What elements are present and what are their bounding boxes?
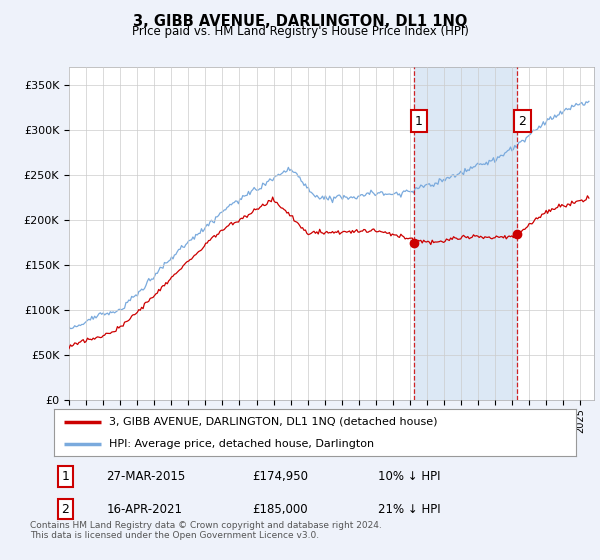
Text: 16-APR-2021: 16-APR-2021: [106, 503, 182, 516]
Text: 27-MAR-2015: 27-MAR-2015: [106, 470, 185, 483]
Bar: [414, 67, 517, 400]
Text: 1: 1: [62, 470, 70, 483]
Text: 3, GIBB AVENUE, DARLINGTON, DL1 1NQ (detached house): 3, GIBB AVENUE, DARLINGTON, DL1 1NQ (det…: [109, 417, 437, 427]
Text: This data is licensed under the Open Government Licence v3.0.: This data is licensed under the Open Gov…: [30, 531, 319, 540]
Text: Price paid vs. HM Land Registry's House Price Index (HPI): Price paid vs. HM Land Registry's House …: [131, 25, 469, 38]
Text: 1: 1: [415, 115, 423, 128]
Text: £174,950: £174,950: [253, 470, 308, 483]
Text: Contains HM Land Registry data © Crown copyright and database right 2024.: Contains HM Land Registry data © Crown c…: [30, 521, 382, 530]
Text: £185,000: £185,000: [253, 503, 308, 516]
Text: 2: 2: [518, 115, 526, 128]
Text: 10% ↓ HPI: 10% ↓ HPI: [377, 470, 440, 483]
Text: 3, GIBB AVENUE, DARLINGTON, DL1 1NQ: 3, GIBB AVENUE, DARLINGTON, DL1 1NQ: [133, 14, 467, 29]
Text: 21% ↓ HPI: 21% ↓ HPI: [377, 503, 440, 516]
Text: HPI: Average price, detached house, Darlington: HPI: Average price, detached house, Darl…: [109, 438, 374, 449]
Text: 2: 2: [62, 503, 70, 516]
